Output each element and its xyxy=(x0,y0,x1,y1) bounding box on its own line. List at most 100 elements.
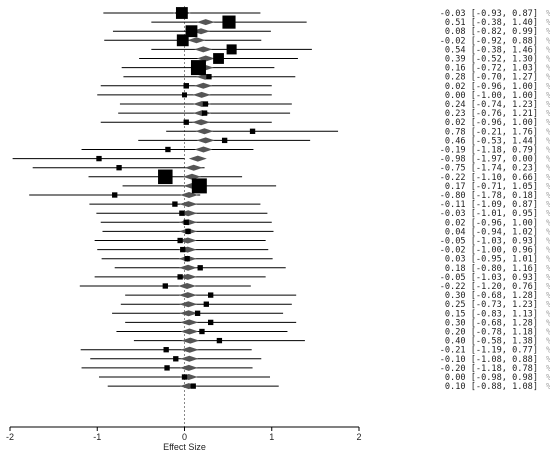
cumulative-estimate-21 xyxy=(180,192,199,198)
study-weight-unit-31: % xyxy=(546,282,550,292)
study-marker-27 xyxy=(180,246,186,253)
study-marker-21 xyxy=(112,192,118,198)
study-weight-unit-15: % xyxy=(546,136,550,146)
study-weight-unit-13: % xyxy=(546,118,550,128)
cumulative-estimate-39 xyxy=(180,355,199,362)
study-label-7: 0.16 [-0.72, 1.03] xyxy=(445,64,538,74)
study-label-14: 0.78 [-0.21, 1.76] xyxy=(445,127,538,137)
study-weight-unit-26: % xyxy=(546,237,550,247)
study-marker-41 xyxy=(181,374,188,380)
cumulative-estimate-5 xyxy=(194,46,213,53)
study-label-16: -0.19 [-1.18, 0.79] xyxy=(440,146,538,156)
study-marker-7 xyxy=(190,60,206,76)
study-marker-3 xyxy=(185,25,198,38)
study-label-40: -0.20 [-1.18, 0.78] xyxy=(440,364,538,374)
study-weight-unit-4: % xyxy=(546,36,550,46)
study-weight-unit-9: % xyxy=(546,82,550,92)
study-label-17: -0.98 [-1.97, 0.00] xyxy=(440,155,538,165)
study-label-2: 0.51 [-0.38, 1.40] xyxy=(445,18,538,28)
x-tick-label-5: 2 xyxy=(356,432,361,442)
study-weight-unit-33: % xyxy=(546,300,550,310)
study-marker-9 xyxy=(183,83,189,89)
study-marker-31 xyxy=(162,283,168,289)
study-weight-unit-17: % xyxy=(546,155,550,165)
cumulative-estimate-36 xyxy=(180,328,199,335)
study-weight-unit-19: % xyxy=(546,173,550,183)
study-marker-40 xyxy=(164,365,170,371)
cumulative-estimate-9 xyxy=(194,82,213,89)
study-label-25: 0.04 [-0.94, 1.02] xyxy=(445,227,538,237)
study-marker-37 xyxy=(216,337,223,344)
study-label-13: 0.02 [-0.96, 1.00] xyxy=(445,118,538,128)
study-weight-unit-5: % xyxy=(546,45,550,55)
x-tick-label-2: -1 xyxy=(93,432,101,442)
study-weight-unit-25: % xyxy=(546,227,550,237)
cumulative-estimate-17 xyxy=(188,155,207,162)
confidence-intervals xyxy=(12,12,339,387)
study-weight-unit-22: % xyxy=(546,200,550,210)
study-label-8: 0.28 [-0.70, 1.27] xyxy=(445,73,538,83)
study-marker-25 xyxy=(185,228,191,235)
study-weight-unit-14: % xyxy=(546,127,550,137)
study-weight-unit-29: % xyxy=(546,264,550,274)
study-label-30: -0.05 [-1.03, 0.93] xyxy=(440,273,538,283)
x-axis: -2 -1 0 1 2 Effect Size xyxy=(6,426,362,452)
study-weight-unit-1: % xyxy=(546,9,550,19)
study-weight-unit-8: % xyxy=(546,73,550,83)
study-marker-35 xyxy=(208,319,214,326)
cumulative-estimate-16 xyxy=(194,146,213,153)
cumulative-estimate-13 xyxy=(192,119,211,126)
study-label-39: -0.10 [-1.08, 0.88] xyxy=(440,355,538,365)
cumulative-estimate-15 xyxy=(196,137,215,144)
study-label-38: -0.21 [-1.19, 0.77] xyxy=(440,346,538,356)
study-weight-unit-12: % xyxy=(546,109,550,119)
study-label-29: 0.18 [-0.80, 1.16] xyxy=(445,264,538,274)
study-weight-unit-23: % xyxy=(546,209,550,219)
cumulative-estimate-11 xyxy=(192,101,211,107)
cumulative-estimate-37 xyxy=(181,337,200,344)
x-tick-label-1: -2 xyxy=(6,432,14,442)
study-marker-14 xyxy=(249,128,256,134)
cumulative-estimate-29 xyxy=(179,264,198,271)
study-weight-unit-3: % xyxy=(546,27,550,37)
study-label-33: 0.25 [-0.73, 1.23] xyxy=(445,300,538,310)
cumulative-estimate-32 xyxy=(178,292,197,299)
study-weight-unit-21: % xyxy=(546,191,550,201)
study-weight-unit-32: % xyxy=(546,291,550,301)
study-label-22: -0.11 [-1.09, 0.87] xyxy=(440,200,538,210)
study-label-4: -0.02 [-0.92, 0.88] xyxy=(440,36,538,46)
study-marker-36 xyxy=(199,328,205,335)
study-label-27: -0.02 [-1.00, 0.96] xyxy=(440,246,538,256)
study-label-32: 0.30 [-0.68, 1.28] xyxy=(445,291,538,301)
study-label-5: 0.54 [-0.38, 1.46] xyxy=(445,45,538,55)
study-marker-4 xyxy=(176,34,189,47)
study-label-11: 0.24 [-0.74, 1.23] xyxy=(445,100,538,110)
study-weight-unit-27: % xyxy=(546,246,550,256)
study-weight-unit-36: % xyxy=(546,328,550,338)
study-marker-20 xyxy=(191,178,207,194)
x-axis-label: Effect Size xyxy=(163,442,206,452)
cumulative-estimate-26 xyxy=(178,237,197,244)
study-weight-unit-2: % xyxy=(546,18,550,28)
cumulative-estimate-10 xyxy=(192,91,211,98)
cumulative-estimate-19 xyxy=(183,173,202,180)
study-marker-8 xyxy=(206,74,212,80)
study-marker-19 xyxy=(158,169,173,185)
study-label-26: -0.05 [-1.03, 0.93] xyxy=(440,237,538,247)
study-label-20: 0.17 [-0.71, 1.05] xyxy=(445,182,538,192)
study-label-28: 0.03 [-0.95, 1.01] xyxy=(445,255,538,265)
study-label-12: 0.23 [-0.76, 1.21] xyxy=(445,109,538,119)
cumulative-estimate-40 xyxy=(179,364,198,371)
study-markers xyxy=(96,7,256,389)
study-label-18: -0.75 [-1.74, 0.23] xyxy=(440,164,538,174)
cumulative-estimate-14 xyxy=(195,128,214,135)
cumulative-estimate-35 xyxy=(180,319,199,326)
study-weight-unit-28: % xyxy=(546,255,550,265)
study-marker-30 xyxy=(177,274,183,280)
study-label-15: 0.46 [-0.53, 1.44] xyxy=(445,136,538,146)
study-marker-38 xyxy=(163,347,169,353)
study-weight-unit-34: % xyxy=(546,309,550,319)
study-label-31: -0.22 [-1.20, 0.76] xyxy=(440,282,538,292)
study-weight-unit-39: % xyxy=(546,355,550,365)
